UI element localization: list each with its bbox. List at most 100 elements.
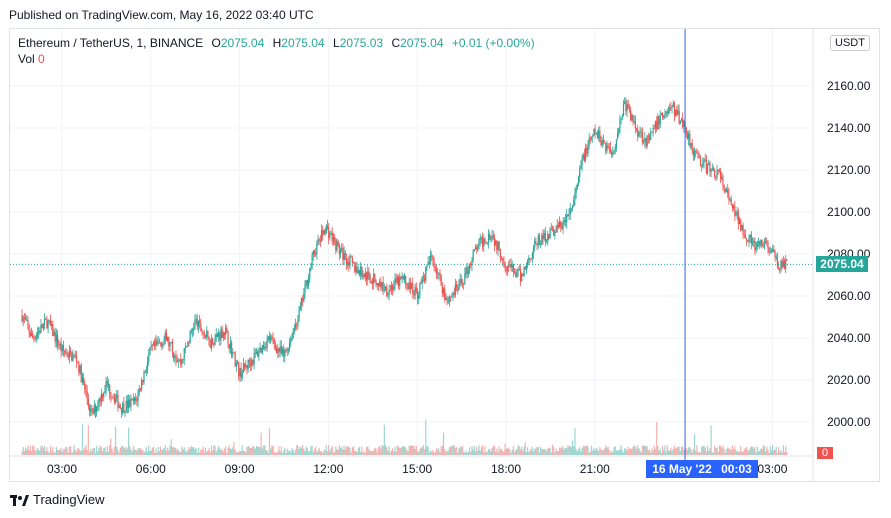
candle-body — [332, 237, 335, 242]
candle-body — [715, 176, 717, 178]
grid — [10, 29, 812, 456]
x-tick-label: 06:00 — [136, 462, 166, 476]
candle-body — [29, 332, 31, 336]
volume-bar — [512, 445, 514, 455]
candle-body — [410, 283, 413, 289]
candle-body — [290, 338, 292, 342]
volume-bar — [217, 446, 220, 455]
candle-body — [524, 267, 526, 270]
candle-body — [150, 345, 152, 348]
candle-body — [252, 359, 254, 364]
volume-bar — [241, 445, 243, 455]
candle-body — [213, 343, 215, 345]
candle-body — [319, 240, 322, 242]
candle-body — [40, 324, 42, 333]
volume-bar — [757, 451, 760, 455]
candle-body — [458, 284, 460, 291]
volume-bar — [637, 445, 639, 455]
candle-body — [651, 132, 653, 133]
candle-body — [364, 272, 366, 277]
volume-value: 0 — [38, 52, 45, 66]
candle-body — [303, 293, 305, 302]
candle-body — [573, 199, 575, 206]
volume-bar — [156, 452, 158, 455]
brand[interactable]: TradingView — [10, 492, 105, 507]
candle-body — [377, 283, 380, 286]
candle-body — [254, 353, 256, 354]
volume-bar — [773, 450, 775, 455]
volume-bar — [111, 448, 113, 455]
volume-bar — [142, 449, 144, 455]
candle-body — [621, 115, 623, 118]
candle-body — [96, 406, 98, 413]
volume-bar — [171, 447, 174, 455]
x-tick-label: 15:00 — [402, 462, 432, 476]
volume-bar — [130, 449, 132, 455]
candle-body — [336, 241, 338, 251]
candle-body — [197, 320, 200, 327]
candle-body — [744, 235, 747, 239]
close-label: C — [391, 36, 401, 50]
volume-bar — [465, 450, 467, 455]
volume-bar — [266, 450, 268, 455]
volume-bar — [285, 452, 287, 455]
candle-body — [334, 237, 336, 240]
volume-bar — [441, 445, 443, 455]
volume-bar — [194, 449, 196, 455]
candle-body — [292, 331, 294, 339]
volume-bar — [119, 447, 121, 455]
volume-bar — [47, 451, 49, 455]
candle-body — [329, 234, 331, 238]
volume-bar — [598, 451, 600, 455]
volume-bar — [368, 449, 370, 455]
volume-bar — [455, 447, 458, 455]
volume-bar — [315, 446, 317, 455]
candle-body — [184, 346, 187, 349]
candle-body — [474, 247, 477, 250]
candle-body — [276, 348, 278, 353]
candle-body — [73, 355, 75, 357]
volume-bar — [116, 446, 118, 455]
volume-bar — [786, 451, 788, 455]
volume-bar — [762, 445, 764, 455]
candle-body — [742, 225, 744, 235]
candle-body — [639, 131, 641, 133]
candle-body — [187, 341, 189, 346]
volume-bar — [651, 448, 653, 455]
chart-frame[interactable] — [9, 28, 880, 482]
candle-body — [676, 109, 678, 116]
candle-body — [551, 228, 554, 230]
volume-bar — [661, 445, 664, 455]
candle-body — [749, 234, 751, 238]
candle-body — [90, 408, 92, 412]
candle-body — [221, 328, 223, 338]
volume-bar — [220, 450, 222, 455]
volume-bar — [262, 445, 265, 455]
volume-bar — [464, 452, 466, 455]
volume-bar — [281, 452, 284, 455]
volume-bar — [72, 451, 74, 455]
candle-body — [434, 267, 436, 269]
volume-bar — [233, 441, 235, 455]
crosshair-date: 16 May '22 — [652, 462, 712, 476]
volume-bar — [49, 445, 52, 455]
candle-body — [447, 301, 449, 303]
candle-body — [311, 254, 313, 267]
volume-bar — [626, 450, 628, 455]
candle-body — [633, 121, 635, 122]
volume-bar — [24, 447, 27, 455]
currency-button[interactable]: USDT — [830, 35, 870, 51]
candle-body — [612, 152, 614, 156]
candle-body — [267, 336, 269, 340]
volume-bar — [84, 447, 86, 455]
candle-body — [466, 267, 468, 275]
volume-bar — [369, 450, 371, 455]
volume-bar — [29, 445, 31, 455]
candle-body — [163, 339, 165, 343]
volume-bar — [268, 427, 271, 455]
volume-bar — [293, 452, 295, 455]
volume-bar — [394, 446, 396, 455]
volume-bar — [611, 450, 613, 455]
candle-body — [540, 243, 542, 245]
